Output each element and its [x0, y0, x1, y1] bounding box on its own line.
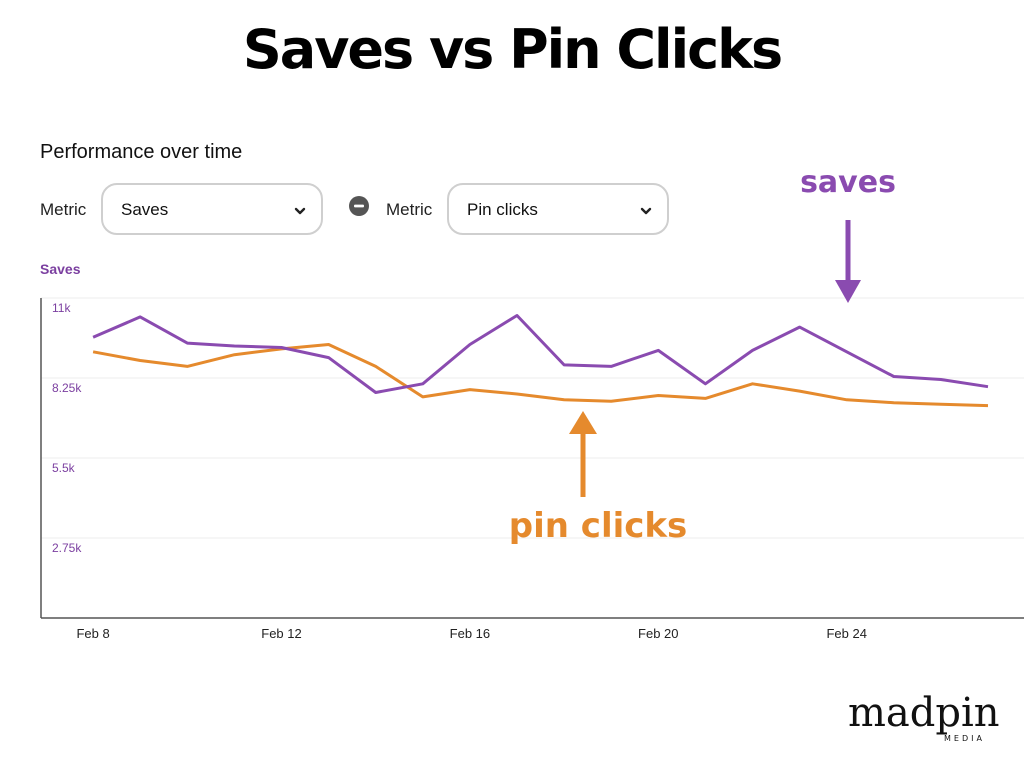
saves-annotation: saves — [800, 165, 896, 200]
x-tick-label: Feb 8 — [76, 626, 109, 641]
y-tick-label: 11k — [52, 301, 71, 315]
y-tick-label: 5.5k — [52, 461, 76, 475]
metric-select-saves[interactable]: Saves — [101, 183, 323, 235]
madpin-logo-sub: MEDIA — [944, 734, 985, 743]
x-tick-label: Feb 16 — [450, 626, 490, 641]
metric-select-pin-clicks-value: Pin clicks — [467, 200, 538, 219]
pin-clicks-arrow-icon — [569, 411, 597, 497]
metric-label-2: Metric — [386, 200, 433, 219]
pin-clicks-series-line — [92, 343, 989, 408]
headline: Saves vs Pin Clicks — [242, 18, 783, 81]
metric-label-1: Metric — [40, 200, 87, 219]
metric-select-saves-value: Saves — [121, 200, 169, 219]
saves-series-line — [92, 314, 989, 394]
x-tick-label: Feb 12 — [261, 626, 301, 641]
metric-select-pin-clicks[interactable]: Pin clicks — [447, 183, 669, 235]
y-tick-label: 8.25k — [52, 381, 82, 395]
y-tick-label: 2.75k — [52, 541, 82, 555]
y-axis-title: Saves — [40, 261, 81, 277]
chevron-down-icon — [640, 207, 652, 215]
pin-clicks-annotation: pin clicks — [509, 506, 688, 546]
madpin-logo: madpin — [848, 690, 1000, 736]
x-tick-label: Feb 24 — [826, 626, 866, 641]
chevron-down-icon — [294, 207, 306, 215]
saves-arrow-icon — [835, 220, 861, 303]
minus-circle-icon[interactable] — [349, 196, 369, 216]
x-tick-label: Feb 20 — [638, 626, 678, 641]
panel-title: Performance over time — [40, 141, 243, 163]
